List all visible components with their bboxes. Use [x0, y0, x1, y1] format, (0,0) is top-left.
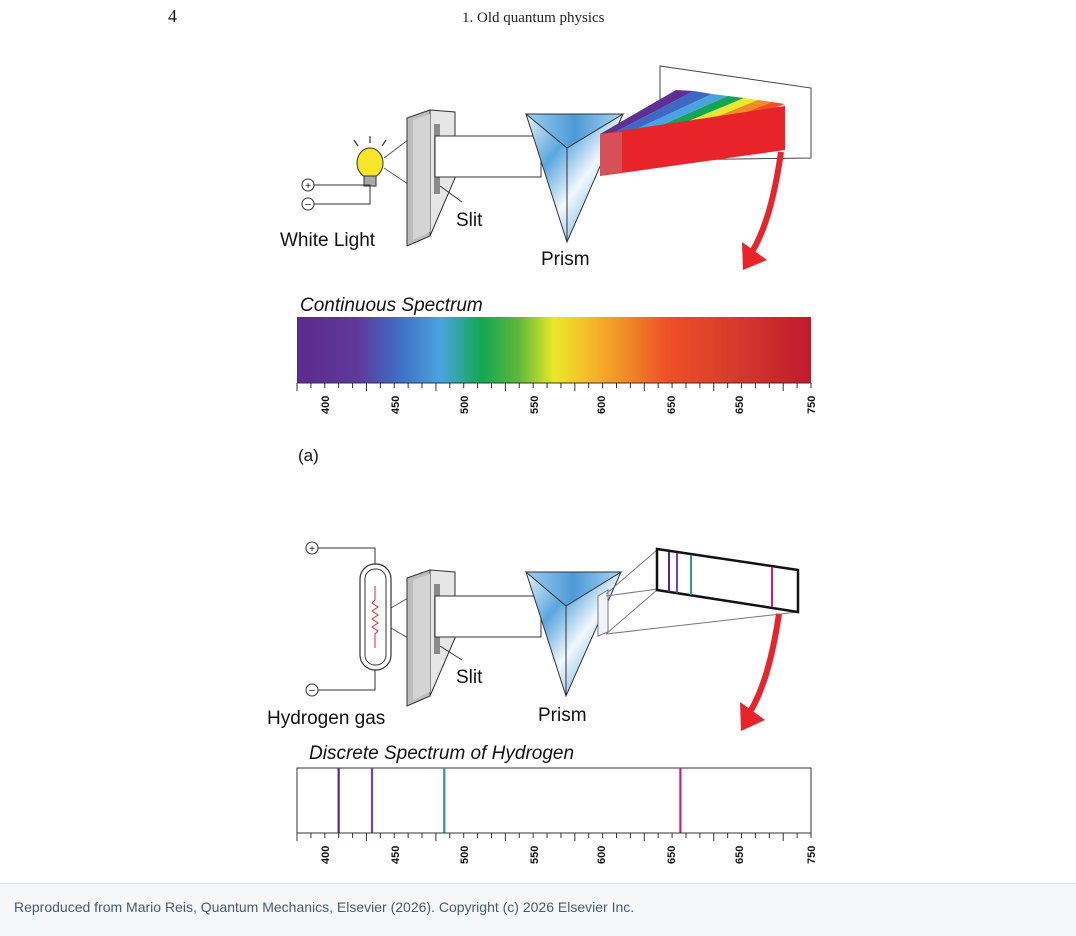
discrete-tick-label: 550	[529, 846, 541, 864]
copyright-notice: Reproduced from Mario Reis, Quantum Mech…	[14, 899, 635, 915]
light-beam-a	[434, 135, 542, 178]
plus-sign-a: +	[305, 181, 311, 192]
footer: Reproduced from Mario Reis, Quantum Mech…	[0, 883, 1076, 936]
continuous-spectrum-bar	[297, 317, 811, 383]
discrete-tick-label: 750	[806, 846, 818, 864]
continuous-tick-label: 550	[529, 396, 541, 414]
continuous-spectrum-title: Continuous Spectrum	[300, 295, 483, 316]
discrete-tick-label: 450	[390, 846, 402, 864]
hydrogen-gas-label: Hydrogen gas	[267, 708, 385, 729]
continuous-tick-label: 500	[459, 396, 471, 414]
hydrogen-tube	[318, 547, 409, 691]
discrete-tick-label: 400	[320, 846, 332, 864]
prism-a	[524, 113, 625, 244]
discrete-spectrum-title: Discrete Spectrum of Hydrogen	[309, 743, 574, 764]
arrow-icon-b	[747, 613, 782, 714]
spectrum-axis-a: 400 450 500 550 600 650 650 750	[296, 382, 818, 414]
continuous-tick-label: 750	[806, 396, 818, 414]
arrow-icon-a	[749, 151, 784, 254]
prism-label-a: Prism	[541, 249, 590, 270]
running-title: 1. Old quantum physics	[462, 10, 605, 26]
spectrum-axis-b: 400 450 500 550 600 650 650 750	[296, 832, 818, 864]
minus-sign-b: −	[309, 685, 315, 697]
light-bulb-icon	[353, 136, 387, 187]
slit-plate-b	[406, 569, 456, 707]
minus-terminal-a	[301, 197, 315, 211]
prism-b	[524, 571, 623, 698]
light-beam-b	[434, 595, 542, 638]
spectrum-figure: + − White Light Slit Prism Continuous Sp…	[267, 65, 818, 864]
continuous-tick-label: 650	[666, 396, 678, 414]
emission-lines	[337, 768, 682, 833]
discrete-tick-label: 500	[459, 846, 471, 864]
page-number: 4	[168, 6, 177, 26]
continuous-tick-label: 600	[596, 396, 608, 414]
plus-terminal-a	[301, 178, 315, 192]
prism-label-b: Prism	[538, 705, 587, 726]
minus-sign-a: −	[305, 199, 311, 211]
continuous-tick-label: 450	[390, 396, 402, 414]
white-light-label: White Light	[280, 230, 376, 251]
slit-plate-a	[406, 109, 456, 247]
continuous-tick-label: 400	[320, 396, 332, 414]
panel-label-a: (a)	[298, 446, 319, 465]
discrete-tick-label: 650	[734, 846, 746, 864]
minus-terminal-b	[305, 683, 319, 697]
discrete-tick-label: 650	[666, 846, 678, 864]
continuous-tick-label: 650	[734, 396, 746, 414]
plus-terminal-b	[305, 541, 319, 555]
discrete-tick-label: 600	[596, 846, 608, 864]
discrete-spectrum-bar	[296, 767, 812, 834]
plus-sign-b: +	[309, 544, 315, 555]
slit-label-b: Slit	[456, 667, 483, 688]
slit-label-a: Slit	[456, 210, 483, 231]
dispersed-light-a	[600, 90, 785, 176]
screen-b	[655, 547, 800, 614]
